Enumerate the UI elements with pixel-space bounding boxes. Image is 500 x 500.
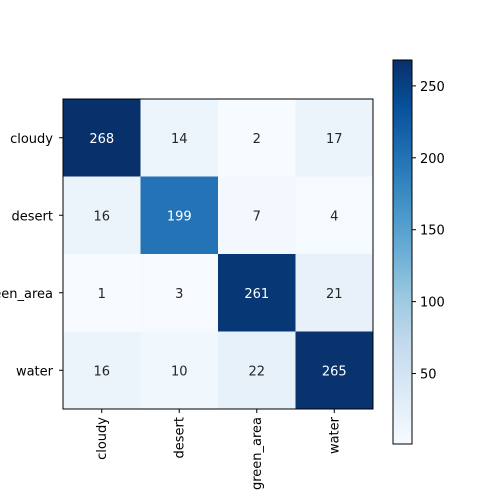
- y-tick-label: green_area: [0, 287, 53, 302]
- cell-value-label: 3: [175, 287, 183, 302]
- cell-value-label: 7: [253, 209, 261, 224]
- colorbar-tick-label: 200: [420, 152, 445, 167]
- heatmap-cell: [63, 331, 141, 409]
- y-tick-label: cloudy: [10, 132, 53, 147]
- colorbar-tick-label: 50: [420, 368, 437, 383]
- heatmap-cells: [63, 99, 373, 409]
- heatmap-cell: [218, 254, 296, 332]
- colorbar: [392, 59, 413, 445]
- cell-value-label: 4: [330, 209, 338, 224]
- cell-value-label: 1: [98, 287, 106, 302]
- cell-value-label: 261: [244, 287, 269, 302]
- cell-value-label: 2: [253, 132, 261, 147]
- heatmap-cell: [218, 99, 296, 177]
- heatmap-cell: [140, 254, 218, 332]
- heatmap-cell: [63, 254, 141, 332]
- cell-value-label: 199: [167, 209, 192, 224]
- heatmap-cell: [218, 331, 296, 409]
- cell-value-labels: 268 14 2 17 16 199 7 4 1 3 261 21 16 10 22 265: [89, 132, 346, 380]
- cell-value-label: 22: [248, 364, 265, 379]
- heatmap-cell: [295, 176, 373, 254]
- colorbar-ticks: 50 100 150 200 250: [412, 80, 445, 383]
- cell-value-label: 14: [171, 132, 188, 147]
- cell-value-label: 265: [322, 364, 347, 379]
- heatmap-cell: [140, 331, 218, 409]
- cell-value-label: 10: [171, 364, 188, 379]
- plot-frame: [62, 98, 374, 410]
- colorbar-tick-label: 250: [420, 80, 445, 95]
- heatmap-cell: [140, 99, 218, 177]
- cell-value-label: 21: [326, 287, 343, 302]
- colorbar-tick-label: 100: [420, 296, 445, 311]
- colorbar-tick-label: 150: [420, 224, 445, 239]
- x-tick-label: desert: [172, 417, 187, 458]
- x-tick-label: water: [327, 416, 342, 454]
- cell-value-label: 17: [326, 132, 343, 147]
- y-tick-label: water: [16, 364, 54, 379]
- heatmap-cell: [140, 176, 218, 254]
- x-tick-label: green_area: [250, 417, 265, 490]
- cell-value-label: 16: [93, 209, 110, 224]
- heatmap-cell: [295, 331, 373, 409]
- heatmap-cell: [218, 176, 296, 254]
- x-axis-ticks: cloudy desert green_area water: [95, 409, 342, 490]
- heatmap-cell: [63, 99, 141, 177]
- heatmap-cell: [295, 99, 373, 177]
- heatmap-cell: [295, 254, 373, 332]
- y-tick-label: desert: [12, 209, 53, 224]
- cell-value-label: 16: [93, 364, 110, 379]
- x-tick-label: cloudy: [95, 417, 110, 460]
- heatmap-cell: [63, 176, 141, 254]
- cell-value-label: 268: [89, 132, 114, 147]
